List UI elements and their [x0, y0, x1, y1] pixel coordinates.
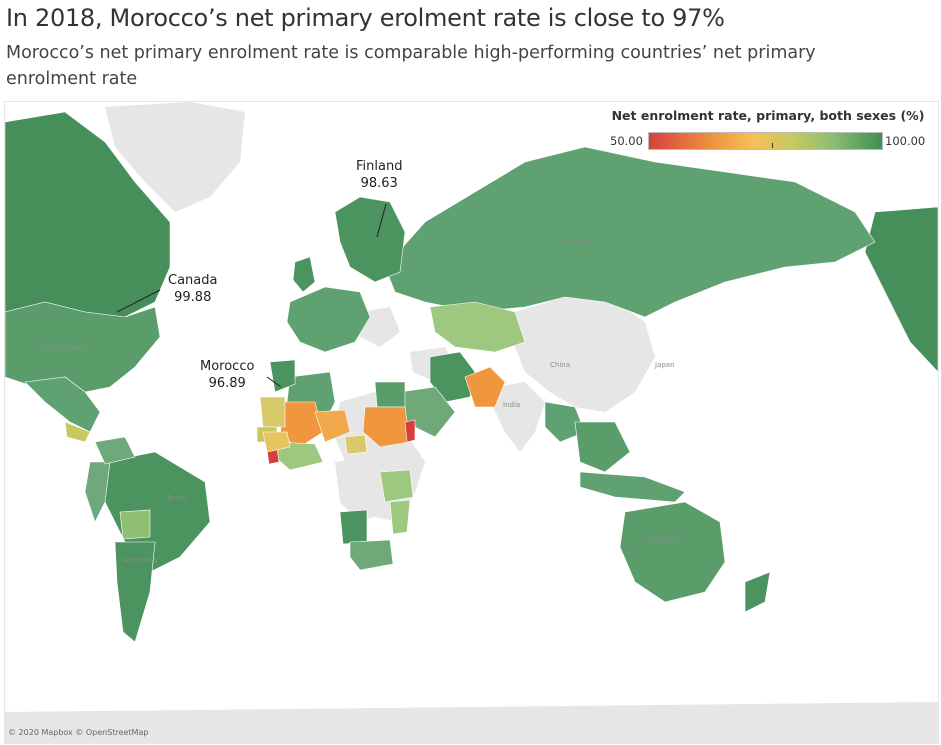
country-eritrea [404, 419, 416, 443]
map-canvas[interactable]: China India Japan Russia United States B… [5, 102, 938, 743]
country-colombia [94, 436, 136, 465]
country-bolivia [119, 509, 151, 540]
country-tanzania [379, 469, 414, 503]
map-attribution[interactable]: © 2020 Mapbox © OpenStreetMap [8, 728, 149, 737]
country-russia [384, 146, 876, 318]
page-subtitle: Morocco’s net primary enrolment rate is … [6, 43, 816, 89]
country-mali [279, 401, 324, 448]
china-region [513, 297, 655, 412]
country-iran [429, 351, 476, 403]
country-mozambique [389, 499, 411, 535]
annotation-leaders [116, 203, 387, 388]
annotation-canada: Canada 99.88 [168, 272, 217, 306]
annotation-finland: Finland 98.63 [356, 158, 402, 192]
annotation-morocco: Morocco 96.89 [200, 358, 254, 392]
legend-min: 50.00 [610, 134, 643, 148]
basemap-label-australia: Australia [645, 536, 676, 544]
india-region [493, 382, 545, 452]
country-southeast-asia [574, 421, 631, 473]
country-europe-west [286, 286, 371, 353]
basemap-label-brazil: Brazil [167, 494, 187, 502]
basemap-label-argentina: Argentina [123, 556, 157, 564]
central-africa-nodata [335, 457, 390, 522]
color-legend: Net enrolment rate, primary, both sexes … [604, 108, 932, 150]
legend-max: 100.00 [885, 134, 926, 148]
country-pakistan [464, 366, 506, 408]
annotation-canada-name: Canada [168, 273, 218, 288]
basemap-label-russia: Russia [565, 238, 588, 246]
country-kazakhstan [429, 301, 526, 353]
basemap-labels: China India Japan Russia United States B… [37, 238, 676, 564]
country-nz [744, 571, 771, 613]
canada-leader [116, 289, 161, 313]
basemap-label-united-states: United States [37, 344, 85, 352]
country-india-east [544, 401, 586, 443]
antarctica [5, 702, 938, 743]
country-alaska [864, 206, 938, 373]
country-egypt [374, 381, 406, 408]
world-map[interactable]: China India Japan Russia United States B… [4, 101, 939, 744]
country-australia [619, 501, 726, 603]
country-sahel-yellow [262, 431, 291, 453]
legend-title: Net enrolment rate, primary, both sexes … [611, 108, 925, 123]
country-sudan [362, 406, 411, 448]
annotation-finland-name: Finland [356, 159, 403, 174]
country-scandinavia [334, 196, 406, 283]
country-chad-yellow [344, 434, 368, 455]
country-central-america [64, 421, 91, 443]
country-uk [292, 256, 316, 293]
basemap-label-india: India [503, 401, 520, 409]
country-indonesia [579, 471, 686, 503]
annotation-finland-value: 98.63 [360, 176, 398, 191]
legend-marker [772, 143, 774, 148]
greenland [105, 102, 245, 212]
finland-leader [376, 203, 387, 238]
country-niger [314, 409, 351, 443]
annotation-canada-value: 99.88 [174, 290, 212, 305]
country-angola [339, 509, 368, 545]
country-south-africa [349, 539, 394, 571]
country-argentina [114, 541, 156, 643]
morocco-leader [266, 376, 282, 388]
annotation-morocco-name: Morocco [200, 359, 255, 374]
country-mexico [24, 376, 101, 433]
legend-gradient [648, 132, 883, 150]
page-title: In 2018, Morocco’s net primary erolment … [6, 4, 725, 32]
data-regions [5, 111, 938, 643]
annotation-morocco-value: 96.89 [208, 376, 246, 391]
legend-scale: 50.00 100.00 [604, 132, 932, 150]
country-mauritania [259, 396, 286, 428]
basemap-label-china: China [550, 361, 570, 369]
basemap-label-japan: Japan [654, 361, 675, 369]
country-south-america-west [84, 461, 111, 523]
